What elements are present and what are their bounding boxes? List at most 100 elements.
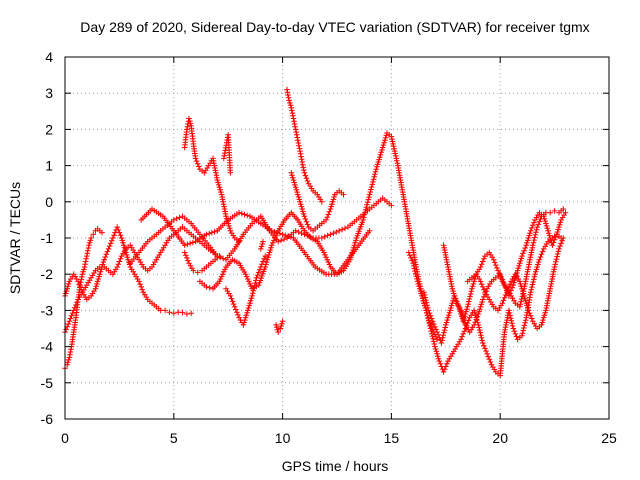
- point-track-o-48: [479, 299, 485, 305]
- point-track-o-45: [477, 306, 483, 312]
- point-track-f-28: [193, 158, 200, 164]
- point-track-m-60: [458, 336, 464, 343]
- point-track-h-158: [383, 132, 390, 139]
- point-track-h-4: [206, 285, 213, 291]
- point-track-a-38: [103, 251, 110, 258]
- point-track-k-13: [297, 201, 304, 207]
- point-track-o-39: [471, 322, 477, 328]
- point-track-n-125: [531, 237, 537, 243]
- point-track-j-12: [291, 118, 297, 125]
- point-track-b-3: [65, 357, 72, 363]
- point-track-j-24: [297, 151, 304, 157]
- point-track-o-40: [472, 319, 478, 325]
- point-track-p-10: [481, 286, 487, 293]
- series-track-i: [223, 253, 268, 328]
- point-track-j-3: [285, 94, 292, 101]
- point-track-o-111: [546, 232, 553, 239]
- point-track-o-60: [497, 271, 503, 277]
- point-track-n-99: [517, 301, 524, 307]
- point-track-o-70: [508, 287, 514, 294]
- point-track-i-22: [246, 302, 252, 309]
- point-track-m-48: [441, 366, 448, 372]
- point-track-p-47: [525, 305, 531, 311]
- point-track-o-81: [517, 260, 523, 267]
- point-track-n-30: [445, 312, 452, 318]
- point-track-i-39: [260, 258, 266, 265]
- point-track-h-171: [394, 158, 400, 164]
- point-track-i-8: [233, 306, 239, 313]
- point-track-o-122: [556, 224, 562, 230]
- point-track-p-49: [526, 310, 533, 316]
- point-track-m-163: [533, 266, 540, 273]
- point-track-m-138: [519, 330, 526, 336]
- point-track-h-91: [323, 254, 329, 261]
- point-track-m-7: [412, 268, 418, 274]
- point-track-n-80: [492, 259, 498, 266]
- point-track-f-29: [194, 161, 201, 167]
- point-track-i-35: [255, 269, 262, 276]
- point-track-k-1: [289, 172, 295, 179]
- point-track-h-141: [371, 174, 377, 180]
- point-track-n-100: [518, 298, 524, 305]
- point-track-j-33: [303, 175, 310, 182]
- point-track-o-73: [511, 279, 517, 286]
- point-track-o-97: [531, 219, 537, 226]
- point-track-n-127: [532, 232, 539, 238]
- axes: 0 5 10 15 20 25 -6 -5 -4 -3 -2 -1 0 1 2 3 4: [41, 49, 617, 446]
- point-track-d-46: [220, 255, 226, 262]
- point-track-c-5: [67, 315, 74, 322]
- point-track-p-83: [553, 259, 559, 265]
- point-track-b-49: [86, 240, 93, 246]
- point-track-m-133: [512, 331, 519, 337]
- point-track-h-124: [360, 217, 366, 223]
- point-track-m-2: [408, 255, 414, 261]
- point-track-h-143: [372, 169, 379, 175]
- point-track-d-103: [339, 226, 345, 233]
- point-track-n-4: [423, 299, 430, 306]
- point-track-n-61: [469, 285, 475, 292]
- point-track-h-13: [221, 269, 227, 275]
- point-track-g-3: [185, 257, 191, 264]
- point-track-e-37: [211, 228, 218, 235]
- point-track-h-112: [350, 244, 357, 251]
- point-track-n-9: [427, 313, 434, 319]
- point-track-i-25: [248, 295, 255, 302]
- point-track-h-49: [266, 252, 272, 258]
- point-track-c-11: [74, 299, 80, 306]
- point-track-j-6: [287, 102, 294, 109]
- point-track-m-47: [440, 369, 447, 375]
- point-track-l-3: [275, 329, 281, 335]
- point-track-h-127: [362, 209, 368, 216]
- y-tick-label: 2: [45, 121, 53, 137]
- point-track-o-117: [551, 237, 558, 243]
- point-track-d-22: [171, 217, 177, 223]
- point-track-o-19: [450, 288, 456, 294]
- point-track-a-48: [114, 224, 120, 230]
- point-track-d-80: [275, 238, 281, 245]
- chart-title: Day 289 of 2020, Sidereal Day-to-day VTE…: [80, 19, 589, 35]
- point-track-h-155: [381, 139, 387, 146]
- point-track-n-63: [470, 281, 477, 287]
- point-track-a-53: [119, 237, 126, 244]
- point-track-o-92: [526, 232, 532, 239]
- point-track-k-37: [329, 199, 336, 205]
- point-track-m-41: [435, 353, 441, 360]
- point-track-n-83: [495, 267, 501, 274]
- point-track-p-36: [517, 278, 523, 285]
- point-track-m-86: [482, 345, 488, 352]
- point-track-o-106: [543, 220, 549, 227]
- x-tick-label: 5: [170, 430, 178, 446]
- point-track-k-38: [330, 196, 337, 203]
- point-track-j-19: [295, 137, 301, 144]
- point-track-i-16: [242, 317, 248, 323]
- point-track-n-101: [518, 296, 525, 302]
- point-track-k-39: [331, 194, 337, 200]
- point-track-i-14: [240, 322, 247, 328]
- point-track-m-9: [413, 273, 420, 280]
- point-track-g-1: [183, 252, 189, 258]
- point-track-n-58: [467, 293, 473, 300]
- point-track-m-38: [432, 346, 439, 352]
- point-track-n-26: [443, 322, 449, 328]
- point-track-o-43: [475, 311, 482, 317]
- point-track-o-94: [527, 228, 534, 234]
